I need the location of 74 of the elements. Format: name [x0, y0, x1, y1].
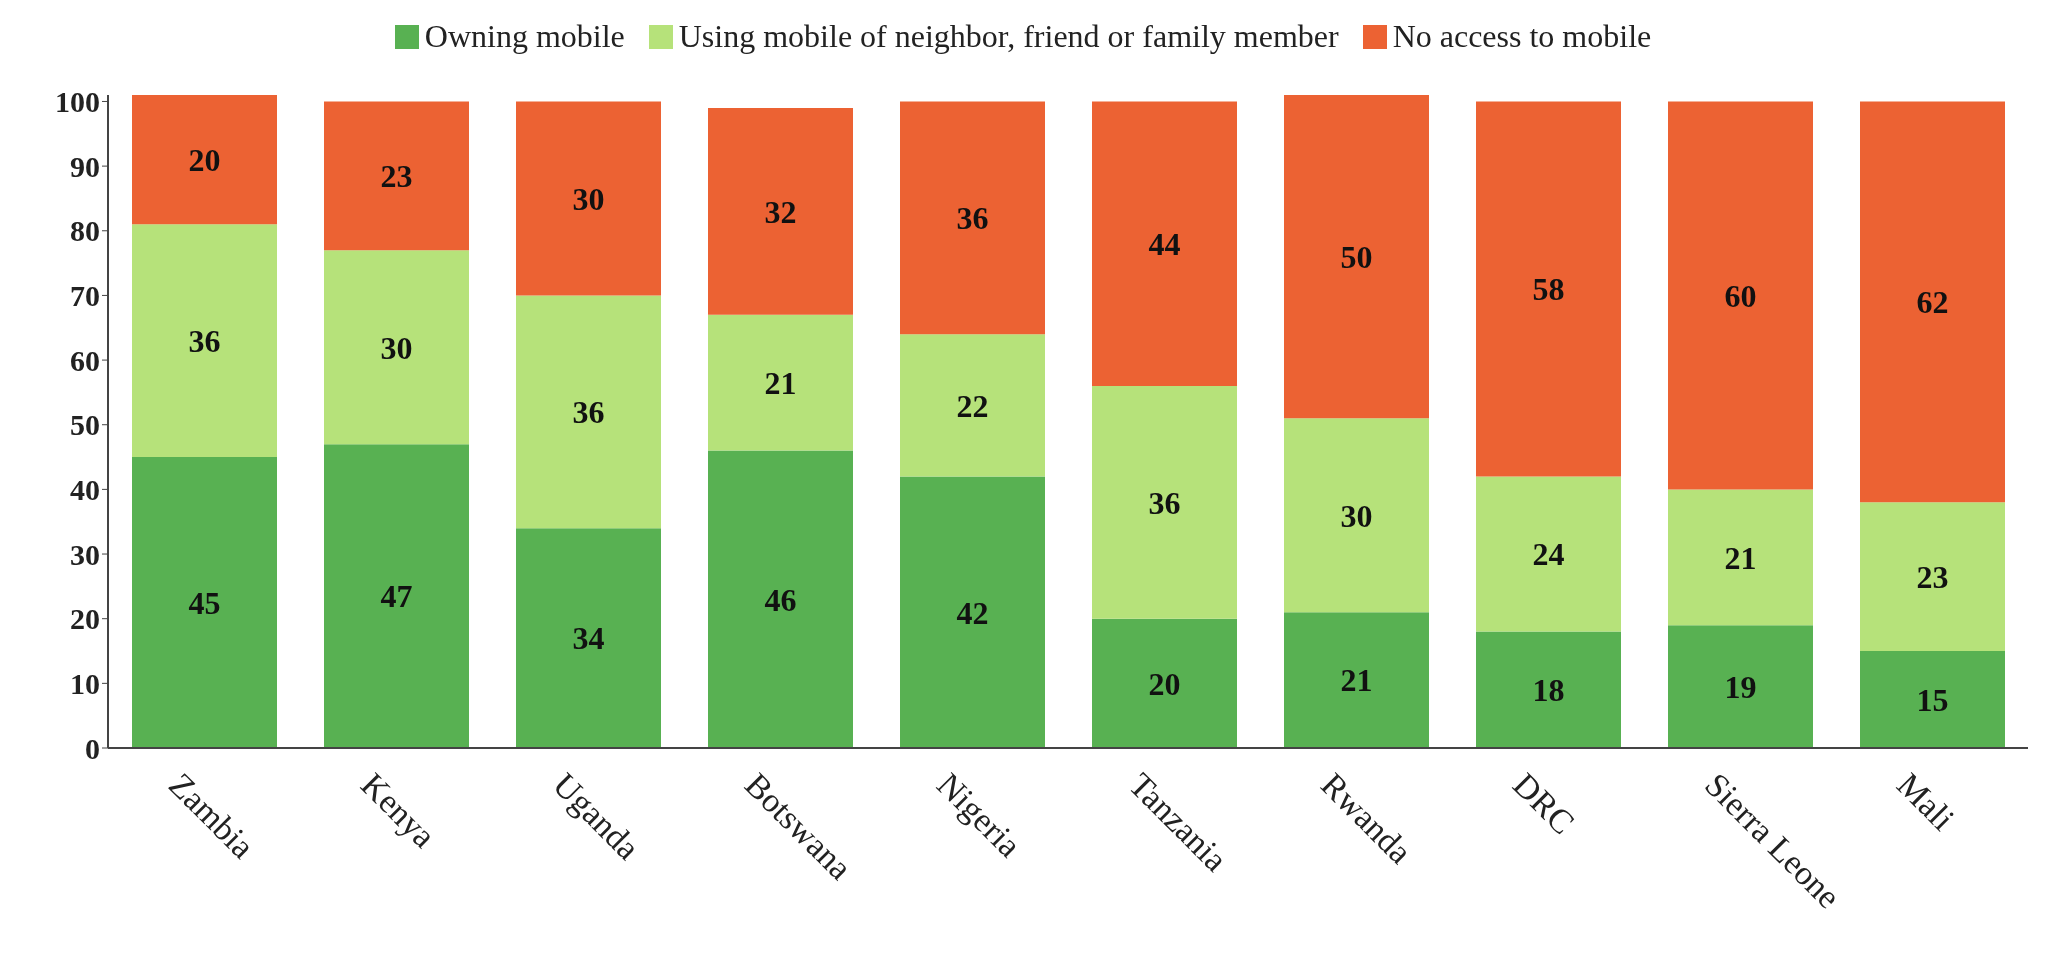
- data-label: 18: [1532, 672, 1565, 709]
- y-tick-label: 90: [70, 149, 100, 183]
- data-label: 36: [956, 200, 989, 237]
- bar: [132, 224, 277, 458]
- bar: [1284, 612, 1429, 748]
- bar: [516, 295, 661, 529]
- data-label: 32: [764, 193, 797, 230]
- data-label: 58: [1532, 271, 1565, 308]
- bar: [1092, 618, 1237, 748]
- bar: [1284, 418, 1429, 613]
- y-tick-label: 30: [70, 537, 100, 571]
- legend-label: No access to mobile: [1392, 18, 1652, 55]
- bar: [516, 528, 661, 748]
- data-label: 20: [188, 142, 221, 179]
- data-label: 46: [764, 581, 797, 618]
- bar: [132, 457, 277, 748]
- data-label: 21: [1724, 539, 1757, 576]
- bar: [1860, 502, 2005, 652]
- data-label: 30: [1340, 497, 1373, 534]
- y-tick-label: 10: [70, 667, 100, 700]
- data-label: 62: [1916, 284, 1949, 321]
- y-tick-label: 70: [70, 279, 100, 313]
- data-label: 20: [1148, 665, 1181, 702]
- bar: [900, 334, 1045, 477]
- data-label: 23: [1916, 559, 1949, 596]
- data-label: 44: [1148, 226, 1181, 263]
- bar: [132, 95, 277, 225]
- bar: [1476, 101, 1621, 477]
- data-label: 42: [956, 594, 989, 631]
- y-tick-label: 100: [55, 85, 100, 119]
- data-label: 21: [1340, 662, 1373, 699]
- data-label: 36: [572, 394, 605, 431]
- y-tick-label: 40: [70, 473, 100, 507]
- bar: [1476, 476, 1621, 632]
- data-label: 36: [1148, 484, 1181, 521]
- data-label: 30: [572, 180, 605, 217]
- data-label: 30: [380, 329, 413, 366]
- bar: [708, 450, 853, 748]
- data-label: 23: [380, 158, 413, 195]
- y-tick-label: 80: [70, 214, 100, 248]
- data-label: 36: [188, 323, 221, 360]
- bar: [900, 476, 1045, 748]
- data-label: 60: [1724, 277, 1757, 314]
- data-label: 15: [1916, 681, 1949, 718]
- data-label: 34: [572, 620, 605, 657]
- bar: [1668, 625, 1813, 748]
- y-tick-label: 50: [70, 408, 100, 442]
- bar: [1284, 95, 1429, 419]
- data-label: 47: [380, 578, 413, 615]
- legend-label: Using mobile of neighbor, friend or family member: [678, 18, 1339, 55]
- bar: [1668, 101, 1813, 490]
- bar: [324, 250, 469, 445]
- bar: [1092, 385, 1237, 619]
- bar: [1092, 101, 1237, 386]
- bar: [708, 107, 853, 315]
- y-tick-label: 60: [70, 343, 100, 377]
- data-label: 22: [956, 387, 989, 424]
- bar: [900, 101, 1045, 335]
- bar: [1860, 101, 2005, 503]
- y-tick-label: 20: [70, 602, 100, 636]
- legend-label: Owning mobile: [424, 18, 625, 55]
- data-label: 21: [764, 365, 797, 402]
- bar: [324, 444, 469, 748]
- bar: [1860, 651, 2005, 748]
- bar: [1476, 631, 1621, 748]
- bar: [708, 314, 853, 451]
- bar: [1668, 489, 1813, 626]
- bar: [516, 101, 661, 296]
- data-label: 24: [1532, 536, 1565, 573]
- data-label: 45: [188, 584, 221, 621]
- bar: [324, 101, 469, 251]
- y-tick-label: 0: [85, 731, 100, 765]
- data-label: 50: [1340, 238, 1373, 275]
- data-label: 19: [1724, 668, 1757, 705]
